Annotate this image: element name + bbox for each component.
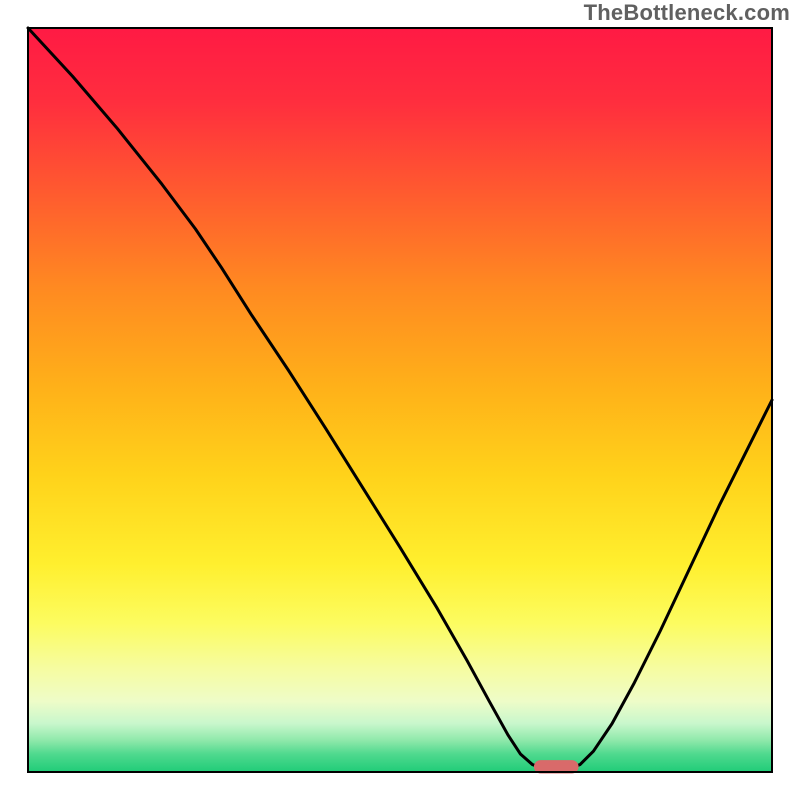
gradient-background xyxy=(28,28,772,772)
chart-root: TheBottleneck.com xyxy=(0,0,800,800)
watermark-text: TheBottleneck.com xyxy=(584,0,790,26)
chart-svg xyxy=(0,0,800,800)
